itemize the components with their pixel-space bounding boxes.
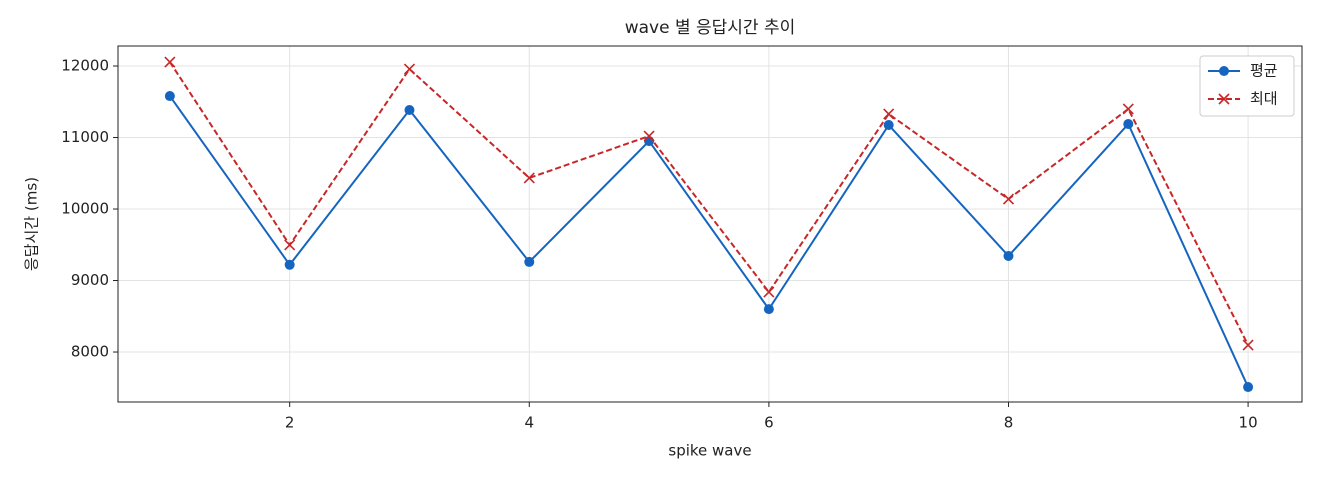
marker [883, 108, 895, 120]
marker-shape [403, 63, 416, 75]
marker [284, 259, 295, 270]
marker [1218, 93, 1230, 105]
y-tick-label: 9000 [71, 271, 109, 289]
x-axis-label: spike wave [668, 442, 751, 460]
marker [284, 239, 296, 251]
marker [1123, 119, 1134, 130]
marker-shape [1122, 103, 1134, 115]
y-tick-label: 8000 [71, 343, 109, 361]
series-line [169, 61, 1249, 346]
chart-title: wave 별 응답시간 추이 [625, 18, 796, 38]
marker [1243, 382, 1254, 393]
marker-shape [164, 56, 176, 68]
x-tick-label: 2 [285, 414, 295, 432]
marker [523, 172, 535, 184]
marker-shape [763, 286, 775, 298]
marker-shape [883, 108, 895, 120]
series-line [169, 95, 1250, 388]
marker [403, 63, 416, 75]
marker [1122, 103, 1134, 115]
x-tick-label: 8 [1004, 414, 1014, 432]
y-tick-label: 11000 [61, 128, 109, 146]
marker-shape [1242, 339, 1254, 351]
legend-label: 평균 [1250, 62, 1278, 80]
marker [164, 56, 176, 68]
plot-frame [117, 45, 1303, 403]
marker-shape [643, 130, 655, 142]
marker [763, 286, 775, 298]
x-tick-label: 6 [764, 414, 774, 432]
marker [524, 256, 535, 267]
marker [1242, 339, 1254, 351]
marker [1219, 66, 1229, 76]
marker-shape [523, 172, 535, 184]
x-tick-label: 4 [525, 414, 535, 432]
marker [404, 104, 415, 115]
y-tick-label: 12000 [61, 57, 109, 75]
marker [883, 120, 894, 131]
marker-shape [1002, 193, 1015, 205]
marker [164, 91, 175, 102]
x-tick-label: 10 [1239, 414, 1258, 432]
marker-shape [284, 239, 296, 251]
marker [1002, 193, 1015, 205]
y-axis-label: 응답시간 (ms) [23, 177, 41, 271]
legend-box [1199, 55, 1295, 117]
y-tick-label: 10000 [61, 200, 109, 218]
marker [763, 304, 774, 315]
marker [643, 130, 655, 142]
legend-label: 최대 [1250, 90, 1278, 108]
marker [1003, 250, 1014, 261]
marker-shape [1218, 93, 1230, 105]
